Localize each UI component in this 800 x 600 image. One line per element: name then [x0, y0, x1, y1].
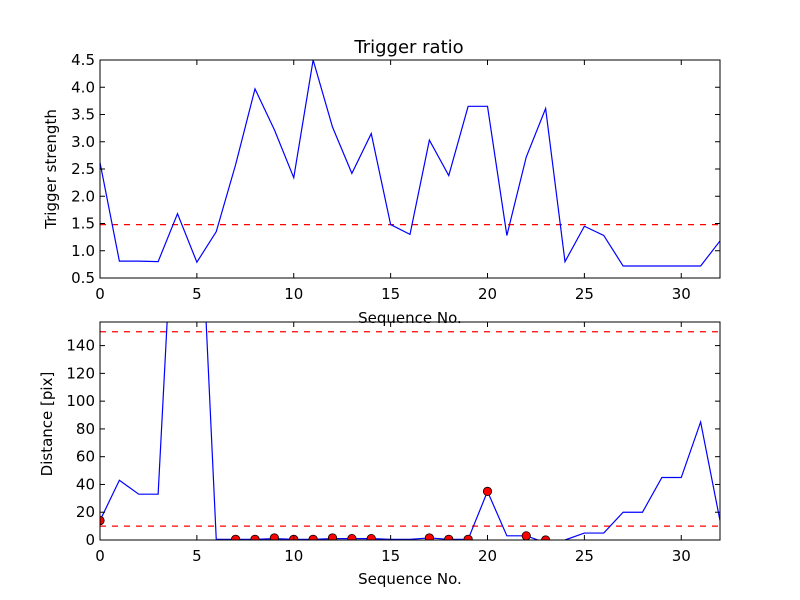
y-tick-label: 120 [66, 364, 95, 382]
data-point [308, 534, 318, 540]
data-point [482, 486, 493, 497]
y-axis: 0 20 40 60 80 100 120 140 [66, 337, 720, 549]
x-tick-label: 5 [192, 285, 202, 303]
y-tick-label: 1.5 [71, 215, 95, 233]
y-tick-label: 80 [76, 420, 95, 438]
series-line [100, 322, 720, 540]
y-tick-label: 0 [85, 531, 95, 549]
axes-frame [99, 59, 721, 279]
y-tick-label: 2.5 [71, 160, 95, 178]
x-tick-label: 20 [478, 285, 497, 303]
x-tick-label: 30 [672, 547, 691, 565]
y-tick-label: 100 [66, 392, 95, 410]
data-point [521, 531, 531, 540]
x-axis-label: Sequence No. [358, 309, 462, 327]
y-tick-label: 2.0 [71, 187, 95, 205]
data-point [231, 534, 241, 540]
x-tick-label: 0 [95, 547, 105, 565]
plot-area [100, 60, 720, 267]
y-axis-label: Trigger strength [42, 109, 60, 230]
y-tick-label: 3.5 [71, 106, 95, 124]
x-tick-label: 25 [575, 547, 594, 565]
y-tick-label: 60 [76, 448, 95, 466]
y-tick-label: 140 [66, 337, 95, 355]
x-tick-label: 10 [284, 547, 303, 565]
y-tick-label: 40 [76, 475, 95, 493]
y-tick-label: 3.0 [71, 133, 95, 151]
x-tick-label: 15 [381, 285, 400, 303]
distance-chart: 0 5 10 15 20 25 30 0 20 40 60 80 100 120 140 Sequence… [38, 321, 721, 588]
data-point [463, 534, 473, 540]
plot-area [100, 322, 720, 540]
axes-frame [99, 321, 721, 541]
data-point [347, 534, 357, 540]
y-tick-label: 1.0 [71, 242, 95, 260]
y-axis: 0.5 1.0 1.5 2.0 2.5 3.0 3.5 4.0 4.5 [71, 51, 720, 287]
x-tick-label: 20 [478, 547, 497, 565]
x-axis-label: Sequence No. [358, 570, 462, 588]
trigger-ratio-chart: Trigger ratio 0 5 10 15 20 25 30 0.5 1.0 1.5 2.0 2… [42, 37, 721, 327]
x-axis: 0 5 10 15 20 25 30 [95, 322, 691, 565]
y-tick-label: 20 [76, 503, 95, 521]
y-tick-label: 0.5 [71, 269, 95, 287]
data-point [327, 533, 338, 540]
data-point [250, 534, 260, 540]
series-line [100, 60, 720, 267]
marker-series [100, 486, 551, 540]
data-point [424, 533, 434, 540]
y-tick-label: 4.0 [71, 78, 95, 96]
y-tick-label: 4.5 [71, 51, 95, 69]
x-tick-label: 25 [575, 285, 594, 303]
x-tick-label: 10 [284, 285, 303, 303]
data-point [366, 534, 376, 540]
data-point [444, 534, 454, 540]
x-axis: 0 5 10 15 20 25 30 [95, 60, 691, 303]
x-tick-label: 5 [192, 547, 202, 565]
chart-title: Trigger ratio [353, 37, 463, 58]
x-tick-label: 0 [95, 285, 105, 303]
threshold-lines [100, 331, 720, 527]
x-tick-label: 30 [672, 285, 691, 303]
data-point [269, 533, 279, 540]
x-tick-label: 15 [381, 547, 400, 565]
y-axis-label: Distance [pix] [38, 372, 56, 477]
